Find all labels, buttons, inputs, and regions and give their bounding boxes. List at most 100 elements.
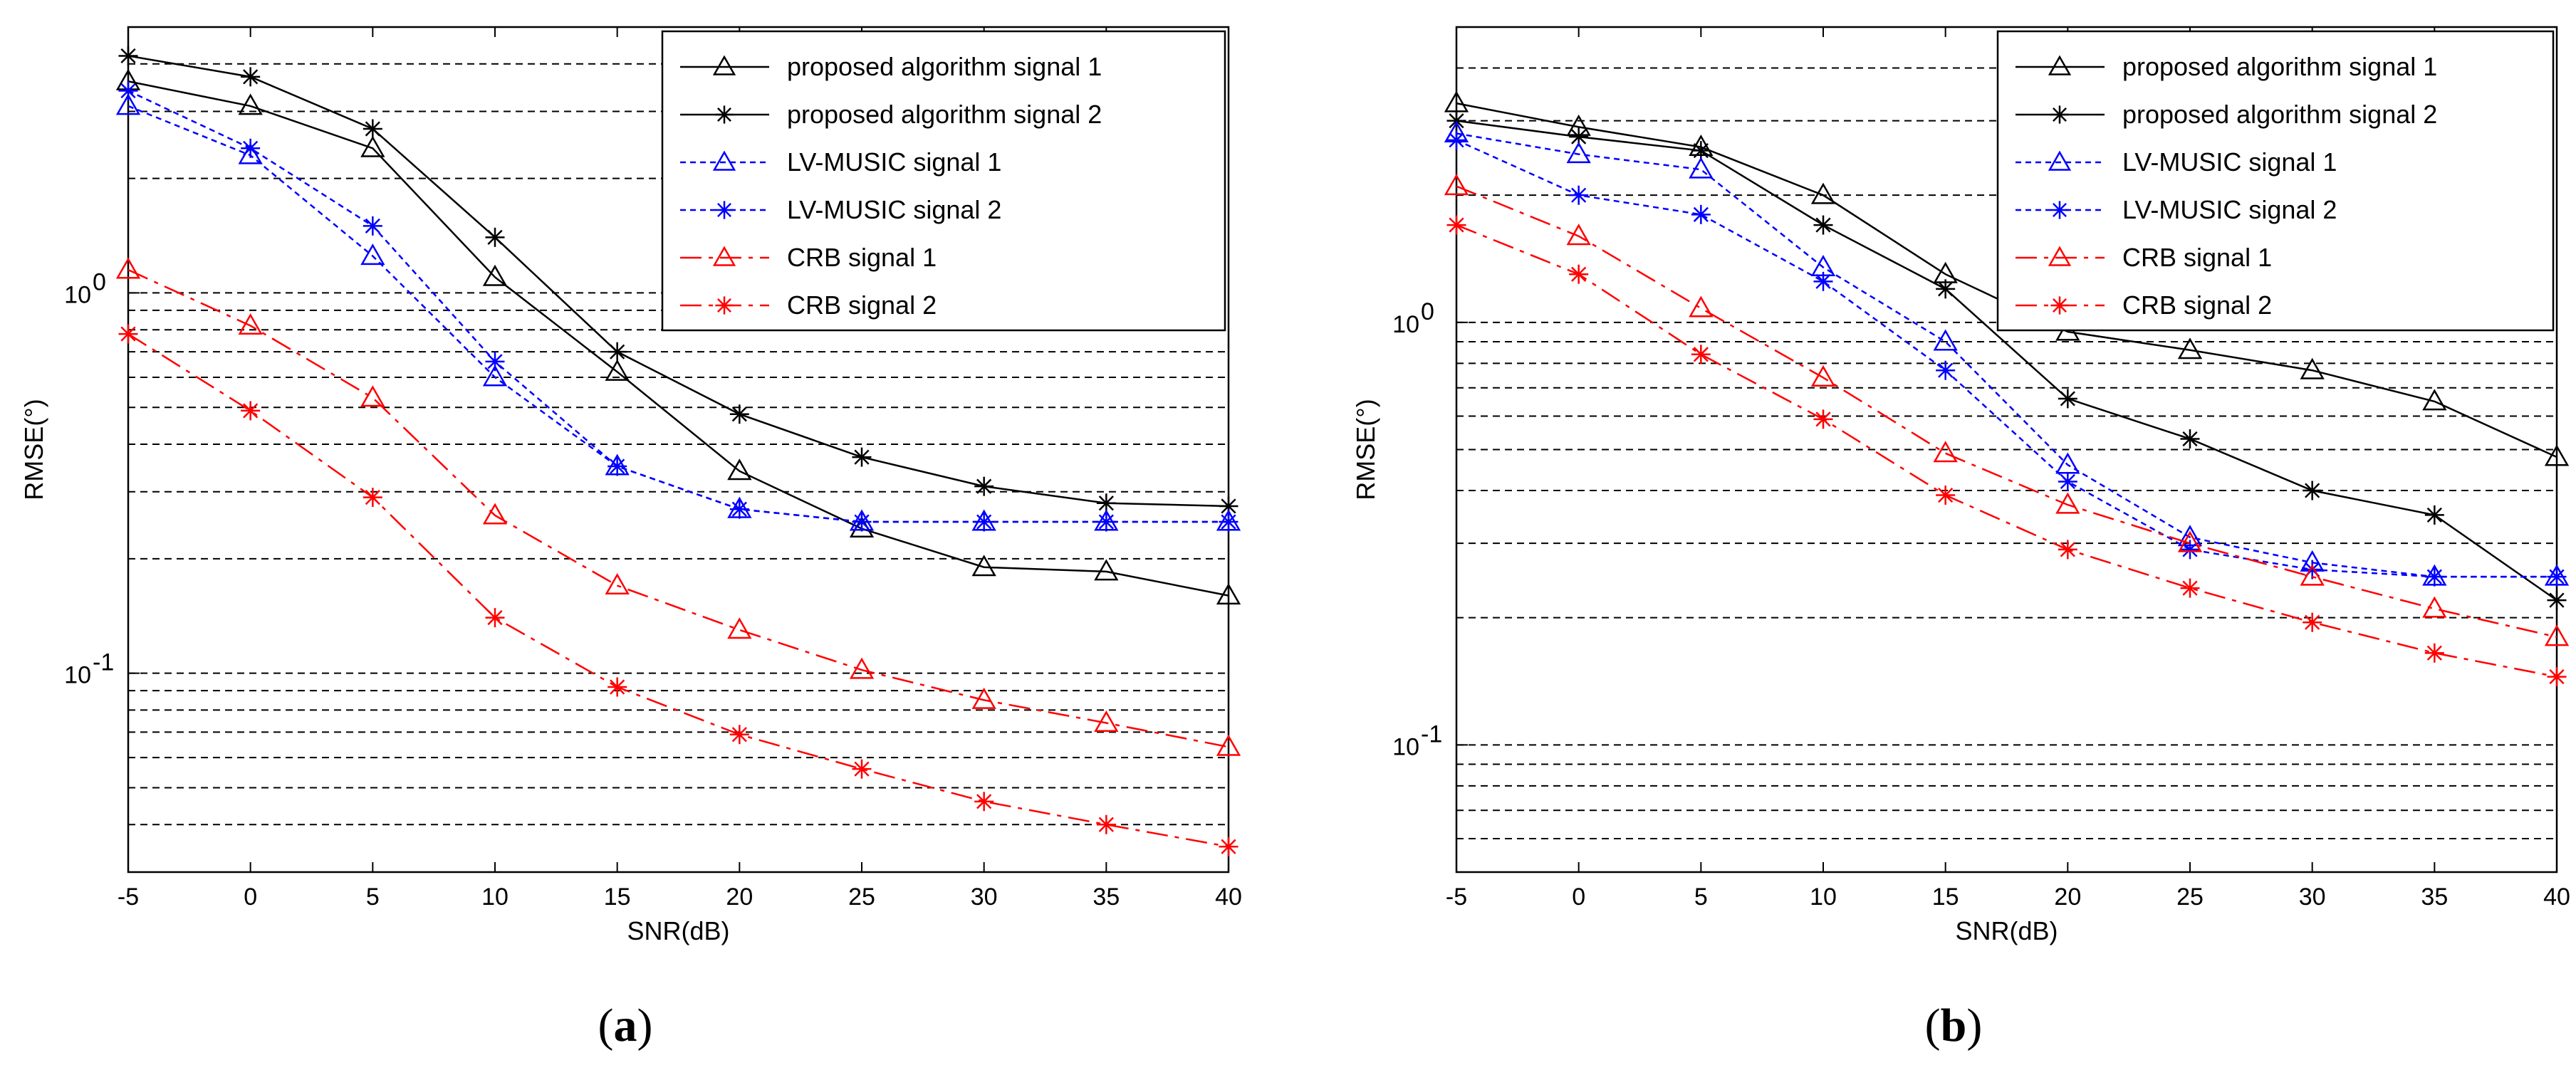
data-point — [2058, 389, 2077, 409]
data-point — [1566, 224, 1591, 246]
x-tick-label: 10 — [1810, 883, 1837, 911]
data-point — [1933, 441, 1958, 463]
y-tick-exponent: 0 — [93, 268, 106, 295]
legend-label: CRB signal 2 — [2122, 290, 2272, 320]
data-point — [482, 264, 508, 286]
legend-item: proposed algorithm signal 2 — [2016, 100, 2437, 129]
legend-label: CRB signal 1 — [2122, 243, 2272, 272]
data-point — [1446, 130, 1466, 150]
data-point — [1096, 512, 1116, 532]
data-point — [2055, 492, 2080, 514]
legend: proposed algorithm signal 1 proposed algo… — [1996, 30, 2555, 332]
x-axis-label: SNR(dB) — [1955, 916, 2058, 945]
panel-caption: (a) — [598, 1000, 653, 1051]
data-point — [241, 401, 261, 421]
x-tick-label: 25 — [2176, 883, 2204, 911]
data-point — [2048, 246, 2072, 266]
data-point — [1219, 512, 1239, 532]
data-point — [715, 296, 734, 315]
caption-letter: a — [614, 1000, 637, 1051]
legend-label: LV-MUSIC signal 2 — [787, 195, 1001, 224]
caption-open-paren: ( — [1925, 1000, 1941, 1051]
series-0 — [115, 68, 1241, 605]
data-point — [2544, 444, 2570, 466]
data-point — [118, 46, 138, 65]
data-point — [1813, 215, 1833, 235]
data-point — [1444, 174, 1469, 196]
data-point — [729, 499, 749, 519]
x-tick-label: 15 — [604, 883, 631, 911]
data-point — [2177, 530, 2203, 552]
data-point — [2422, 596, 2447, 618]
data-point — [485, 227, 505, 247]
legend-label: CRB signal 2 — [787, 290, 937, 320]
data-point — [712, 150, 736, 171]
x-tick-label: -5 — [1446, 883, 1467, 911]
data-point — [729, 725, 749, 745]
legend-item: LV-MUSIC signal 2 — [2016, 195, 2337, 224]
data-point — [1689, 295, 1714, 318]
data-point — [2180, 578, 2200, 598]
legend-item: LV-MUSIC signal 1 — [680, 147, 1001, 177]
data-point — [2303, 481, 2322, 500]
x-tick-label: 25 — [848, 883, 875, 911]
data-point — [118, 324, 138, 344]
data-point — [1813, 271, 1833, 291]
legend-item: proposed algorithm signal 2 — [680, 100, 1102, 129]
data-point — [482, 364, 508, 387]
x-tick-label: 35 — [2421, 883, 2448, 911]
data-point — [1094, 559, 1119, 581]
data-point — [2050, 201, 2069, 219]
data-point — [715, 105, 734, 124]
data-point — [1813, 409, 1833, 429]
data-point — [605, 573, 630, 595]
data-point — [2300, 357, 2325, 379]
data-point — [2422, 389, 2447, 411]
data-point — [241, 138, 261, 158]
y-tick-label: 10 0 — [1392, 298, 1434, 338]
legend-label: LV-MUSIC signal 2 — [2122, 195, 2337, 224]
data-point — [2177, 337, 2203, 360]
data-point — [118, 80, 138, 100]
caption-letter: b — [1941, 1000, 1967, 1051]
x-tick-label: 35 — [1093, 883, 1120, 911]
series-5 — [118, 324, 1239, 856]
data-point — [1933, 329, 1958, 351]
x-tick-label: 30 — [2299, 883, 2326, 911]
data-point — [727, 617, 752, 639]
data-point — [360, 243, 385, 266]
series-line — [1456, 224, 2557, 678]
data-point — [2058, 471, 2077, 491]
data-point — [715, 201, 734, 219]
y-axis-label: RMSE(°) — [19, 399, 48, 500]
legend-box — [661, 30, 1226, 332]
data-point — [238, 93, 263, 115]
plot-frame — [127, 26, 1230, 874]
x-tick-label: 10 — [481, 883, 509, 911]
data-point — [729, 404, 749, 424]
legend-item: LV-MUSIC signal 1 — [2016, 147, 2337, 177]
data-point — [1094, 710, 1119, 733]
data-point — [482, 503, 508, 525]
series-line — [1456, 185, 2557, 639]
x-tick-label: 20 — [726, 883, 753, 911]
data-point — [2303, 612, 2322, 632]
series-line — [127, 55, 1229, 508]
data-point — [1689, 157, 1714, 179]
y-tick-base: 10 — [1392, 311, 1419, 338]
data-point — [712, 55, 736, 75]
data-point — [608, 342, 627, 362]
data-point — [2180, 540, 2200, 560]
legend-item: CRB signal 1 — [680, 243, 937, 272]
y-tick-label: 10 0 — [64, 268, 106, 308]
legend-label: proposed algorithm signal 1 — [2122, 52, 2437, 81]
series-line — [1456, 132, 2557, 578]
x-tick-label: 15 — [1932, 883, 1959, 911]
legend-item: proposed algorithm signal 1 — [2016, 52, 2437, 81]
caption-open-paren: ( — [598, 1000, 614, 1051]
data-point — [2424, 643, 2444, 663]
data-point — [1569, 264, 1589, 284]
data-point — [1566, 142, 1591, 164]
series-3 — [1446, 130, 2567, 587]
